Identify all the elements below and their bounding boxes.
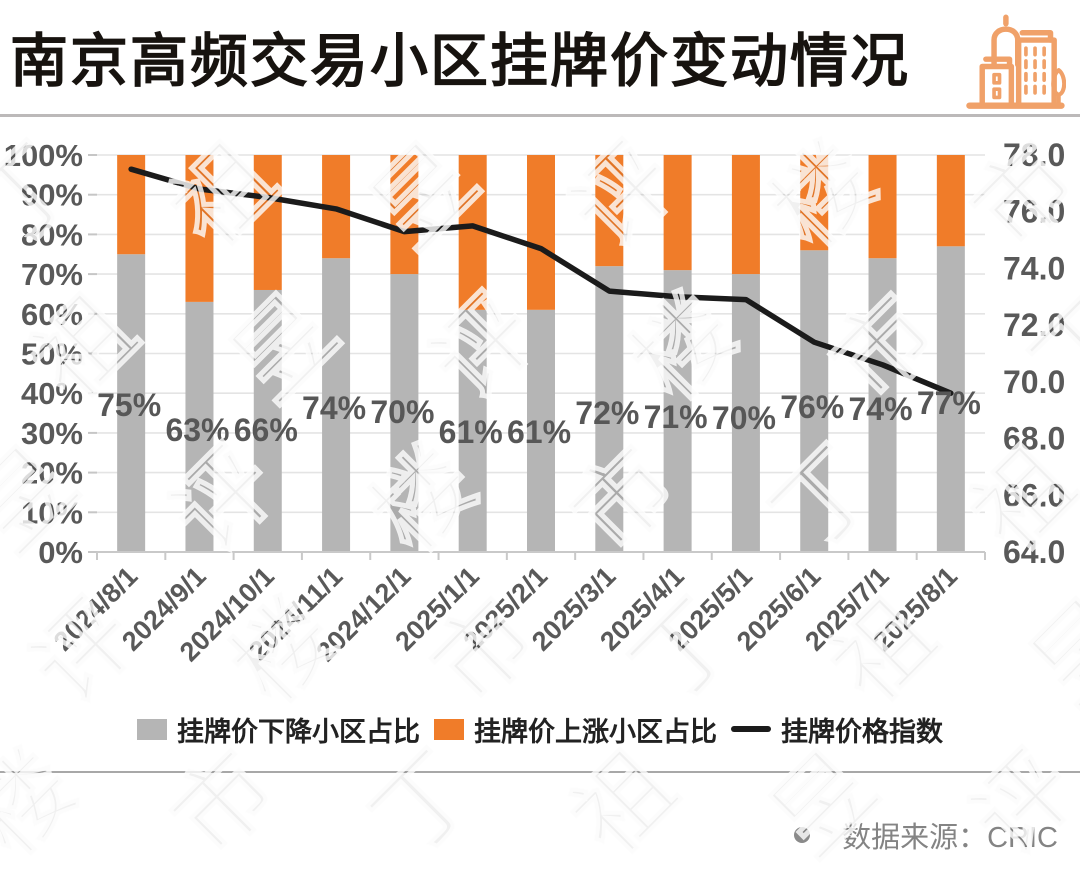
- right-axis-tick-label: 66.0: [1003, 477, 1065, 513]
- bar-up-segment: [253, 155, 282, 290]
- bar-down-segment: [595, 266, 624, 552]
- bar-down-segment: [185, 301, 214, 552]
- bar-label: 72%: [575, 395, 639, 431]
- bar-up-segment: [527, 155, 555, 310]
- right-axis-tick-label: 68.0: [1003, 421, 1065, 457]
- bar-up-segment: [731, 155, 760, 275]
- bar-label: 71%: [644, 399, 708, 435]
- bar-label: 61%: [507, 414, 571, 450]
- bar-up-segment: [800, 155, 829, 251]
- bar-label: 63%: [165, 412, 229, 448]
- bar-label: 70%: [370, 394, 434, 430]
- bar-label: 77%: [917, 385, 981, 421]
- left-axis-tick-label: 90%: [21, 178, 83, 213]
- bar-down-segment: [458, 309, 487, 552]
- bar-down-segment: [322, 258, 351, 552]
- price-index-line: [128, 166, 954, 396]
- footer-divider: [0, 771, 1080, 773]
- legend-label-price-index: 挂牌价格指数: [781, 716, 943, 747]
- legend-label-price-down-share: 挂牌价下降小区占比: [177, 716, 420, 747]
- left-axis-tick-label: 70%: [21, 257, 83, 292]
- black-line-swatch-icon: [731, 726, 771, 732]
- right-axis-tick-label: 74.0: [1003, 250, 1065, 286]
- bullet-dot-icon: [794, 827, 811, 843]
- right-axis-tick-label: 64.0: [1003, 534, 1065, 570]
- bar-down-segment: [663, 270, 692, 552]
- bar-down-segment: [936, 246, 965, 552]
- right-axis-tick-label: 70.0: [1003, 364, 1065, 400]
- bar-label: 74%: [302, 390, 366, 426]
- right-axis-tick-label: 78.0: [1003, 137, 1065, 173]
- bar-down-segment: [117, 254, 146, 552]
- bar-down-segment: [731, 274, 760, 552]
- bar-up-segment: [458, 155, 487, 310]
- left-axis-tick-label: 20%: [21, 456, 83, 491]
- bar-label: 70%: [712, 400, 776, 436]
- legend-item-price-down-share: 挂牌价下降小区占比: [137, 710, 420, 749]
- legend-item-price-up-share: 挂牌价上涨小区占比: [434, 710, 717, 749]
- orange-bar-swatch-icon: [434, 718, 464, 740]
- bar-label: 75%: [97, 387, 161, 423]
- left-axis-tick-label: 80%: [21, 217, 83, 252]
- bar-down-segment: [253, 289, 282, 552]
- bar-up-segment: [936, 155, 965, 247]
- title-divider: [0, 114, 1080, 117]
- bar-down-segment: [868, 258, 897, 552]
- bar-down-segment: [390, 274, 419, 552]
- bar-label: 76%: [780, 389, 844, 425]
- left-axis-tick-label: 30%: [21, 416, 83, 451]
- data-source: 数据来源：CRIC: [794, 814, 1058, 856]
- bar-down-segment: [800, 250, 829, 552]
- gray-bar-swatch-icon: [137, 718, 167, 740]
- city-buildings-icon: [966, 14, 1066, 109]
- bar-up-segment: [868, 155, 897, 259]
- bar-down-segment: [527, 309, 555, 552]
- chart-legend: 挂牌价下降小区占比 挂牌价上涨小区占比 挂牌价格指数: [0, 704, 1080, 754]
- bar-up-segment: [185, 155, 214, 302]
- bar-label: 74%: [849, 391, 913, 427]
- bar-label: 66%: [234, 412, 298, 448]
- left-axis-tick-label: 0%: [38, 535, 83, 570]
- page-title: 南京高频交易小区挂牌价变动情况: [10, 29, 911, 94]
- bar-up-segment: [663, 155, 692, 271]
- left-axis-tick-label: 40%: [21, 376, 83, 411]
- left-axis-tick-label: 100%: [4, 138, 83, 173]
- bar-up-segment: [595, 155, 624, 267]
- legend-item-price-index: 挂牌价格指数: [731, 710, 943, 749]
- right-axis-tick-label: 72.0: [1003, 307, 1065, 343]
- bar-label: 61%: [439, 414, 503, 450]
- combo-chart: 75%63% 66%74% 70%61% 61%72% 71% 70% 76% 74% 77%0…: [4, 137, 1066, 667]
- left-axis-tick-label: 60%: [21, 297, 83, 332]
- left-axis-tick-label: 50%: [21, 337, 83, 372]
- left-axis-tick-label: 10%: [21, 495, 83, 530]
- bar-up-segment: [390, 155, 419, 275]
- legend-label-price-up-share: 挂牌价上涨小区占比: [474, 716, 717, 747]
- data-source-text: 数据来源：CRIC: [842, 822, 1058, 854]
- right-axis-tick-label: 76.0: [1003, 194, 1065, 230]
